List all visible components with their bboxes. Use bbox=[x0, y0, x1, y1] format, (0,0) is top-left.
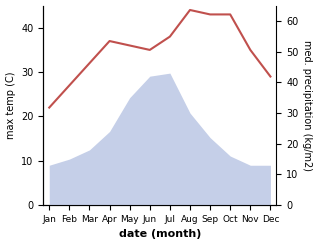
Y-axis label: med. precipitation (kg/m2): med. precipitation (kg/m2) bbox=[302, 40, 313, 171]
Y-axis label: max temp (C): max temp (C) bbox=[5, 72, 16, 139]
X-axis label: date (month): date (month) bbox=[119, 230, 201, 239]
